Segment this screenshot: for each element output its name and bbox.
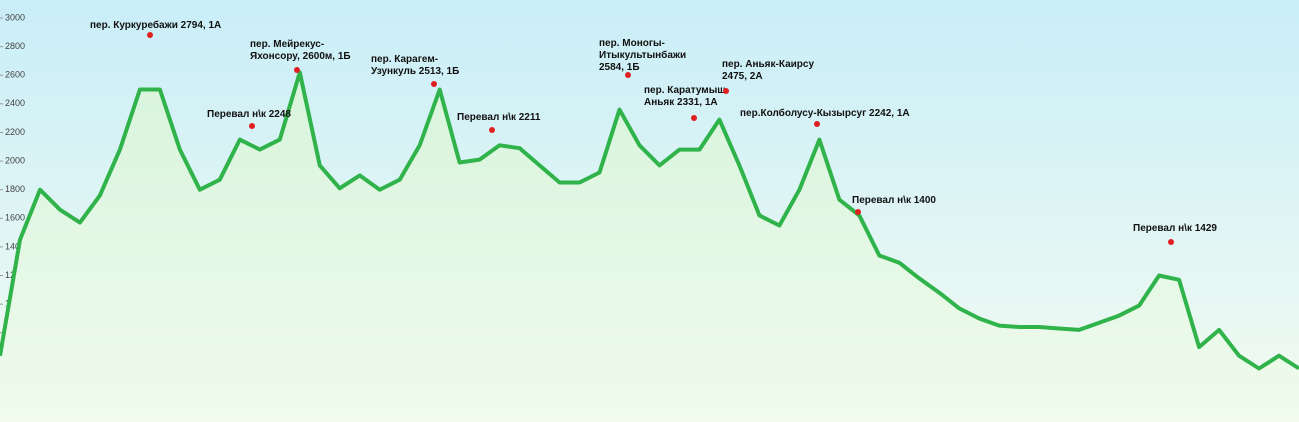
pass-label: Перевал н\к 1429	[1133, 223, 1217, 234]
pass-dot	[1168, 239, 1174, 245]
elevation-line	[0, 70, 1299, 371]
pass-label: 2475, 2А	[722, 71, 763, 82]
y-tick-label: 2200	[5, 127, 25, 137]
y-tick-label: 3000	[5, 12, 25, 22]
y-tick-label: 2600	[5, 70, 25, 80]
y-tick-label: 2400	[5, 98, 25, 108]
pass-label: пер. Карагем-	[371, 54, 438, 65]
y-tick-label: 2800	[5, 41, 25, 51]
pass-label: Яхонсору, 2600м, 1Б	[250, 51, 351, 62]
pass-dot	[294, 67, 300, 73]
pass-dot	[625, 72, 631, 78]
pass-label: Узункуль 2513, 1Б	[371, 66, 459, 77]
pass-label: пер. Мейрекус-	[250, 39, 324, 50]
pass-dot	[814, 121, 820, 127]
pass-label: пер. Моногы-	[599, 38, 665, 49]
pass-dot	[147, 32, 153, 38]
pass-label: Перевал н\к 1400	[852, 195, 936, 206]
pass-label: Перевал н\к 2248	[207, 109, 291, 120]
pass-label: пер.Колболусу-Кызырсуг 2242, 1А	[740, 107, 910, 119]
pass-dot	[723, 88, 729, 94]
pass-label: Перевал н\к 2211	[457, 112, 541, 123]
y-tick-label: 1600	[5, 213, 25, 223]
pass-dot	[249, 123, 255, 129]
pass-label: Аньяк 2331, 1А	[644, 97, 718, 108]
y-tick-label: 1400	[5, 241, 25, 251]
pass-label: Итыкультынбажи	[599, 49, 686, 61]
area	[0, 72, 1299, 422]
pass-label: 2584, 1Б	[599, 62, 640, 73]
pass-label: пер. Аньяк-Каирсу	[722, 59, 814, 70]
pass-dot	[431, 81, 437, 87]
pass-dot	[691, 115, 697, 121]
pass-dot	[489, 127, 495, 133]
y-tick-label: 2000	[5, 155, 25, 165]
pass-label: пер. Куркуребажи 2794, 1А	[90, 19, 221, 31]
pass-label: пер. Каратумыш-	[644, 85, 729, 96]
y-tick-label: 1800	[5, 184, 25, 194]
pass-dot	[855, 209, 861, 215]
